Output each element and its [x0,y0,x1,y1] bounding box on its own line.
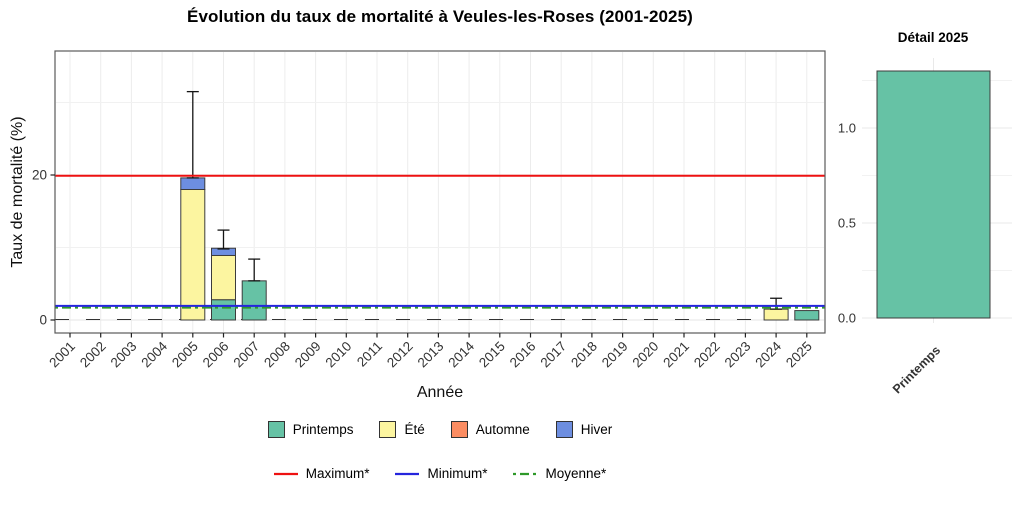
moyenne-line-sample [513,472,538,475]
maximum-line-sample [273,472,298,475]
legend-item-ete: Été [379,421,425,438]
chart-title: Évolution du taux de mortalité à Veules-… [187,7,693,26]
x-tick-label-2015: 2015 [476,339,508,371]
ete-swatch [379,421,397,438]
legend-label-minimum: Minimum* [427,466,488,481]
detail-y-tick-label-0.0: 0.0 [838,311,856,326]
y-tick-label-0: 0 [39,313,47,328]
x-tick-label-2024: 2024 [752,338,784,370]
detail-y-tick-label-1.0: 1.0 [838,121,856,136]
x-tick-label-2013: 2013 [415,339,447,371]
bar-2005-hiver [180,177,206,190]
legend-item-maximum: Maximum* [273,466,370,481]
bar-2024-ete [763,308,789,321]
x-tick-label-2003: 2003 [108,339,140,371]
main-panel-bg [55,51,825,333]
x-tick-label-2025: 2025 [783,339,815,371]
detail-chart-title: Détail 2025 [897,30,969,45]
legend-label-automne: Automne [475,422,530,437]
x-tick-label-2023: 2023 [722,339,754,371]
detail-bar-printemps [876,70,991,319]
legend-label-ete: Été [404,422,425,437]
x-tick-label-2012: 2012 [384,339,416,371]
legend-item-minimum: Minimum* [395,466,487,481]
bar-2005-ete [180,189,206,321]
x-tick-label-2006: 2006 [200,339,232,371]
legend-label-hiver: Hiver [580,422,613,437]
detail-y-tick-label-0.5: 0.5 [838,216,856,231]
x-tick-label-2020: 2020 [630,339,662,371]
x-tick-label-2016: 2016 [507,339,539,371]
legend-item-automne: Automne [450,421,530,438]
x-axis-label: Année [416,384,464,401]
y-tick-label-20: 20 [32,168,47,183]
x-tick-label-2017: 2017 [537,339,569,371]
legend-item-hiver: Hiver [555,421,613,438]
bar-2007-printemps [241,280,267,321]
legend-label-maximum: Maximum* [305,466,370,481]
x-tick-label-2001: 2001 [46,339,78,371]
bar-2025-printemps [794,310,820,321]
detail-x-tick-label-printemps: Printemps [890,343,943,396]
x-tick-label-2022: 2022 [691,339,723,371]
x-tick-label-2021: 2021 [660,339,692,371]
x-tick-label-2011: 2011 [354,339,385,370]
minimum-line-sample [395,472,420,475]
legend-seasons: Printemps Été Automne Hiver [55,421,825,438]
x-tick-label-2009: 2009 [292,339,324,371]
printemps-swatch [267,421,285,438]
legend-label-printemps: Printemps [292,422,354,437]
x-tick-label-2008: 2008 [261,339,293,371]
hiver-swatch [555,421,573,438]
bar-2006-printemps [211,299,236,321]
legend-item-printemps: Printemps [267,421,354,438]
x-tick-label-2005: 2005 [169,339,201,371]
bar-2006-ete [211,254,236,301]
x-tick-label-2002: 2002 [77,339,109,371]
x-tick-label-2018: 2018 [568,339,600,371]
legend-item-moyenne: Moyenne* [513,466,606,481]
x-tick-label-2010: 2010 [323,339,355,371]
x-tick-label-2019: 2019 [599,339,631,371]
automne-swatch [450,421,468,438]
legend-ref-lines: Maximum* Minimum* Moyenne* [55,466,825,481]
main-panel-border [54,50,826,334]
legend-label-moyenne: Moyenne* [545,466,607,481]
x-tick-label-2007: 2007 [230,339,262,371]
x-tick-label-2014: 2014 [445,338,477,370]
x-tick-label-2004: 2004 [138,338,170,370]
